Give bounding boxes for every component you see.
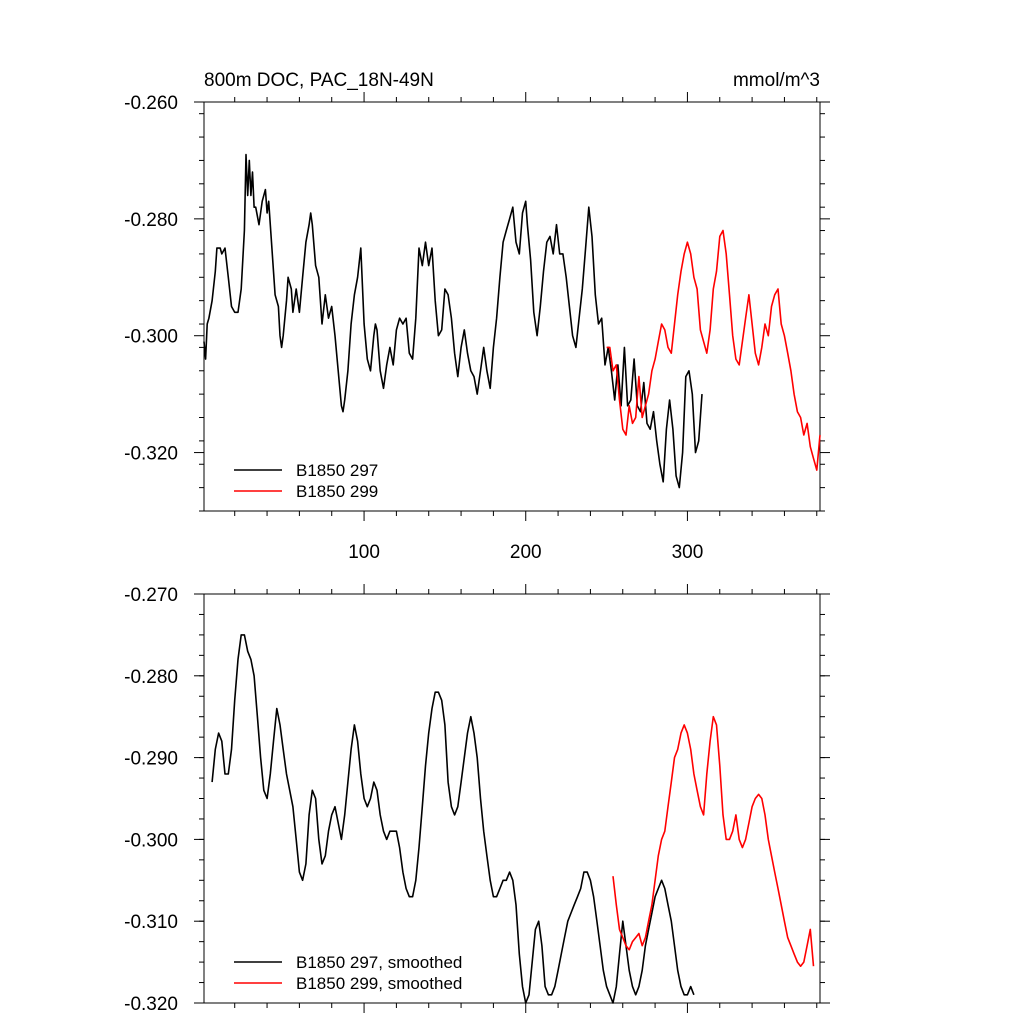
- y-tick-label: -0.280: [124, 210, 178, 231]
- legend-label-b1850-299: B1850 299: [296, 482, 378, 501]
- y-tick-label: -0.260: [124, 93, 178, 114]
- legend-label-b1850-297: B1850 297: [296, 461, 378, 480]
- top-series: [203, 153, 821, 489]
- y-tick-label: -0.300: [124, 327, 178, 348]
- y-tick-label: -0.280: [124, 667, 178, 688]
- bottom-plot-frame: [203, 593, 821, 1004]
- bottom-panel: -0.320 -0.310 -0.300 -0.290 -0.280 -0.270 B18…: [124, 584, 830, 1015]
- x-tick-label: 300: [672, 542, 704, 563]
- bottom-series: [211, 634, 815, 1004]
- y-tick-label: -0.320: [124, 994, 178, 1015]
- top-panel-units: mmol/m^3: [733, 70, 820, 91]
- legend-label-b1850-299-smoothed: B1850 299, smoothed: [296, 974, 462, 993]
- legend-label-b1850-297-smoothed: B1850 297, smoothed: [296, 953, 462, 972]
- top-series-line-1: [606, 229, 821, 471]
- x-tick-label: 200: [510, 542, 542, 563]
- bottom-series-line-1: [612, 715, 815, 968]
- bottom-legend: B1850 297, smoothed B1850 299, smoothed: [234, 953, 462, 993]
- y-tick-label: -0.300: [124, 830, 178, 851]
- top-panel: 800m DOC, PAC_18N-49N mmol/m^3 -0.320-0.…: [124, 70, 830, 563]
- y-tick-label: -0.310: [124, 912, 178, 933]
- y-tick-label: -0.270: [124, 585, 178, 606]
- top-panel-title: 800m DOC, PAC_18N-49N: [204, 70, 434, 91]
- top-plot-frame: [203, 101, 821, 512]
- top-legend: B1850 297 B1850 299: [234, 461, 378, 501]
- bottom-ticks: -0.320 -0.310 -0.300 -0.290 -0.280 -0.270: [124, 584, 830, 1015]
- x-tick-label: 100: [348, 542, 380, 563]
- top-series-line-0: [203, 153, 703, 489]
- top-ticks: -0.320 -0.300 -0.280 -0.260 100 200 300: [124, 92, 830, 563]
- bottom-series-line-0: [211, 634, 695, 1004]
- y-tick-label: -0.290: [124, 749, 178, 770]
- y-tick-label: -0.320: [124, 444, 178, 465]
